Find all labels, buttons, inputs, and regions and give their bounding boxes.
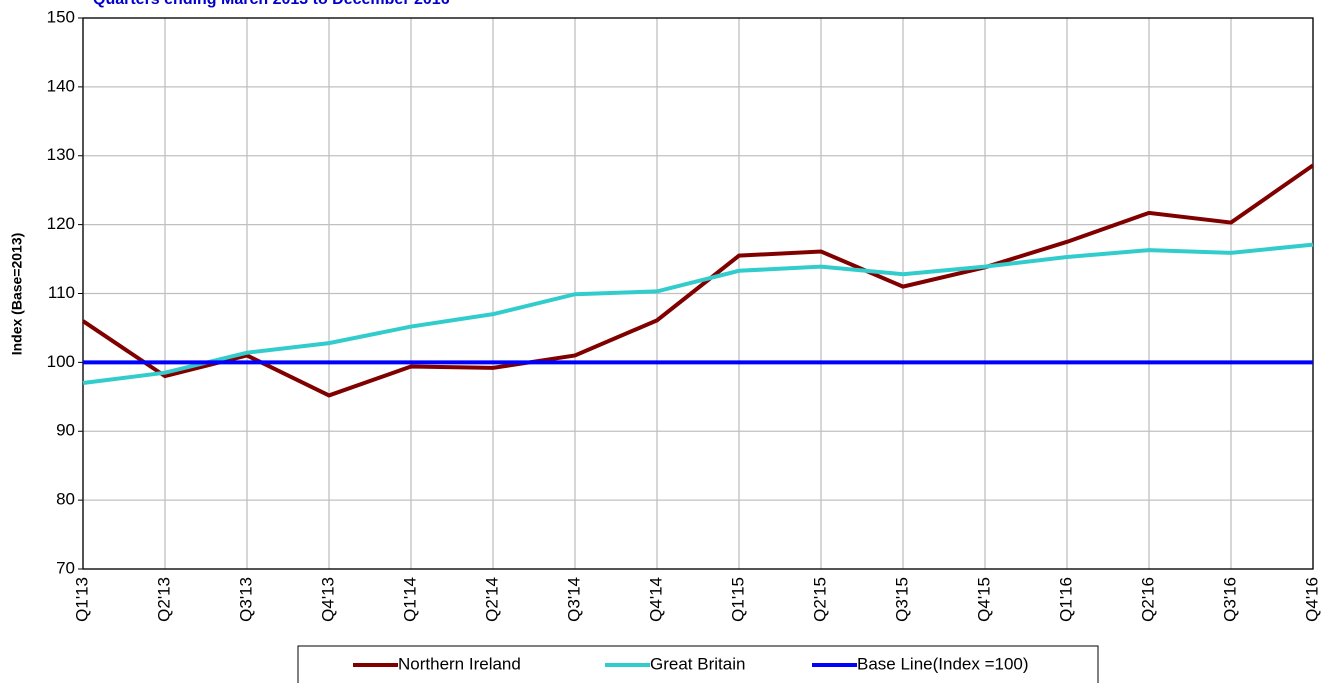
plot-border: [82, 17, 1314, 570]
y-tick-label: 80: [56, 490, 75, 509]
series-line: [81, 163, 1315, 398]
x-tick-label: Q1'13: [72, 577, 91, 622]
y-tick-label: 150: [47, 7, 75, 26]
legend-box: [297, 645, 1099, 683]
y-axis-label: Index (Base=2013): [9, 233, 25, 356]
x-tick-label: Q2'15: [810, 577, 829, 622]
x-tick-label: Q2'16: [1138, 577, 1157, 622]
x-tick-label: Q1'16: [1056, 577, 1075, 622]
y-tick-label: 70: [56, 558, 75, 577]
x-tick-label: Q4'15: [974, 577, 993, 622]
chart-subtitle: Quarters ending March 2013 to December 2…: [93, 0, 450, 8]
y-tick-label: 90: [56, 421, 75, 440]
y-tick-label: 120: [47, 214, 75, 233]
y-tick-label: 110: [48, 283, 75, 302]
x-tick-label: Q4'14: [646, 577, 665, 622]
x-tick-label: Q1'14: [400, 577, 419, 622]
x-tick-label: Q2'13: [154, 577, 173, 622]
y-tick-label: 140: [47, 76, 75, 95]
x-tick-label: Q3'15: [892, 577, 911, 622]
y-tick-label: 130: [47, 145, 75, 164]
x-tick-label: Q4'13: [318, 577, 337, 622]
y-tick-label: 100: [47, 352, 75, 371]
x-tick-label: Q1'15: [728, 577, 747, 622]
x-tick-label: Q3'14: [564, 577, 583, 622]
x-tick-label: Q3'16: [1220, 577, 1239, 622]
legend-label: Northern Ireland: [398, 654, 521, 673]
x-tick-label: Q2'14: [482, 577, 501, 622]
legend-label: Base Line(Index =100): [857, 654, 1029, 673]
x-tick-label: Q4'16: [1302, 577, 1321, 622]
series-line: [82, 242, 1314, 386]
legend-label: Great Britain: [650, 654, 745, 673]
x-tick-label: Q3'13: [236, 577, 255, 622]
